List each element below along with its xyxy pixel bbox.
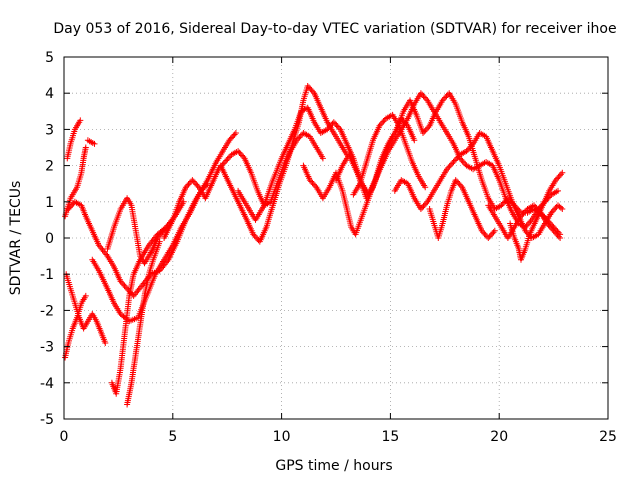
data-points: [62, 83, 566, 408]
data-point-markers: [217, 83, 350, 245]
x-axis-label: GPS time / hours: [275, 458, 392, 474]
series-track-9: [124, 238, 163, 408]
series-track-11: [161, 130, 326, 241]
x-tick-label: 20: [490, 429, 508, 445]
data-point-markers: [350, 111, 429, 198]
data-point-markers: [426, 177, 498, 241]
y-tick-label: 4: [45, 86, 54, 102]
series-track-15: [333, 90, 561, 231]
data-point-markers: [235, 104, 396, 223]
series-track-12: [217, 83, 350, 245]
data-point-markers: [124, 238, 163, 408]
data-point-markers: [62, 144, 89, 220]
y-tick-label: -1: [40, 267, 54, 283]
series-track-3: [84, 137, 98, 147]
y-tick-label: 1: [45, 195, 54, 211]
series-track-10: [104, 195, 187, 267]
series-track-18: [426, 177, 498, 241]
series-track-13: [235, 104, 396, 223]
data-point-markers: [62, 292, 89, 361]
data-point-markers: [161, 130, 326, 241]
x-tick-label: 5: [168, 429, 177, 445]
series-track-5: [62, 292, 89, 361]
axis-ticks: 0 5 10 15 20 25 -5 -4 -3 -2 -1 0 1 2 3 4 5: [40, 50, 617, 445]
x-tick-label: 10: [273, 429, 291, 445]
chart-title: Day 053 of 2016, Sidereal Day-to-day VTE…: [53, 21, 616, 37]
x-tick-label: 15: [381, 429, 399, 445]
series-track-16: [391, 130, 566, 241]
y-tick-label: -2: [40, 303, 54, 319]
series-track-21: [350, 111, 429, 198]
data-point-markers: [84, 137, 98, 147]
y-tick-label: 2: [45, 159, 54, 175]
data-point-markers: [485, 202, 564, 241]
y-tick-label: -3: [40, 340, 54, 356]
data-point-markers: [64, 117, 84, 162]
data-point-markers: [391, 130, 566, 241]
y-tick-label: -4: [40, 376, 54, 392]
x-tick-label: 25: [599, 429, 617, 445]
series-track-1: [64, 117, 84, 162]
series-track-20: [485, 202, 564, 241]
y-tick-label: -5: [40, 412, 54, 428]
x-tick-label: 0: [60, 429, 69, 445]
series-track-2: [62, 144, 89, 220]
data-point-markers: [104, 195, 187, 267]
grid-lines: [64, 57, 608, 419]
y-tick-label: 5: [45, 50, 54, 66]
y-tick-label: 0: [45, 231, 54, 247]
y-axis-label: SDTVAR / TECUs: [8, 181, 24, 296]
data-point-markers: [333, 90, 561, 231]
y-tick-label: 3: [45, 122, 54, 138]
